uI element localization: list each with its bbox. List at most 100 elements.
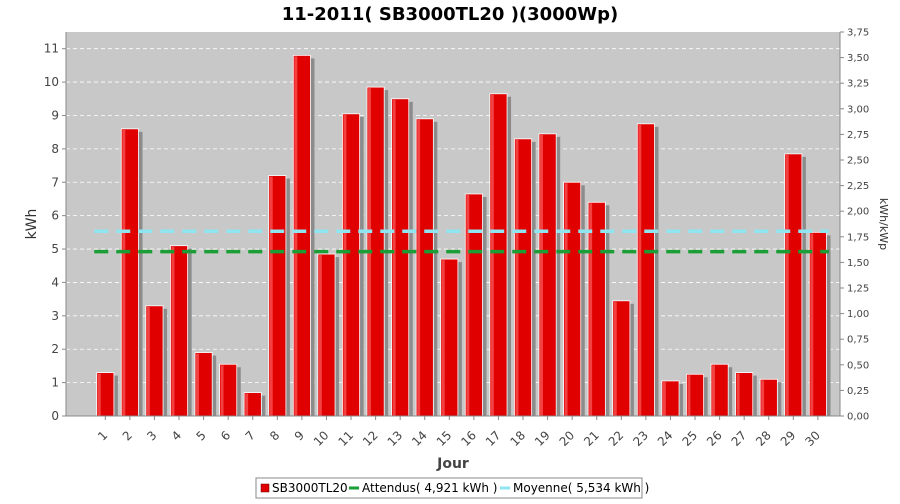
bar-highlight	[712, 365, 715, 416]
x-tick-label: 15	[434, 428, 455, 449]
y-axis-label: kWh	[24, 209, 40, 240]
x-tick-label: 17	[483, 428, 504, 449]
x-tick-label: 28	[753, 428, 774, 449]
x-tick-label: 2	[120, 428, 135, 443]
y-right-tick-label: 1,75	[847, 232, 869, 243]
y-tick-label: 7	[51, 175, 59, 189]
x-tick-label: 18	[507, 428, 528, 449]
bar-highlight	[466, 194, 470, 416]
bar-highlight	[269, 176, 273, 416]
y-right-tick-label: 0,50	[847, 360, 869, 371]
x-tick-label: 22	[606, 428, 627, 449]
legend-label-attendus: Attendus( 4,921 kWh )	[362, 481, 497, 495]
x-tick-label: 19	[532, 428, 553, 449]
y-right-tick-label: 0,75	[847, 335, 869, 346]
bars	[96, 54, 831, 417]
y-tick-label: 4	[51, 275, 59, 289]
y-right-tick-label: 0,25	[847, 386, 869, 397]
y-tick-label: 5	[51, 242, 59, 256]
x-tick-label: 26	[704, 428, 725, 449]
bar-highlight	[196, 353, 199, 416]
y-right-tick-label: 3,25	[847, 79, 869, 90]
x-tick-label: 4	[169, 428, 184, 443]
x-tick-label: 21	[581, 428, 602, 449]
bar-highlight	[122, 129, 126, 416]
y-right-tick-label: 1,50	[847, 258, 869, 269]
y-tick-label: 3	[51, 309, 59, 323]
y-right-tick-label: 1,25	[847, 284, 869, 295]
y-right-tick-label: 2,75	[847, 130, 869, 141]
y-tick-label: 9	[51, 108, 59, 122]
bar-highlight	[220, 365, 224, 416]
y-tick-label: 6	[51, 209, 59, 223]
bar-highlight	[736, 373, 740, 416]
y-tick-label: 1	[51, 376, 59, 390]
bar-highlight	[318, 255, 322, 416]
legend-label-moyenne: Moyenne( 5,534 kWh )	[513, 481, 649, 495]
y-tick-label: 8	[51, 142, 59, 156]
bar-highlight	[662, 381, 666, 416]
y-right-tick-label: 2,00	[847, 207, 869, 218]
x-tick-label: 8	[267, 428, 282, 443]
x-tick-label: 5	[193, 428, 208, 443]
bar-highlight	[589, 203, 593, 416]
y-right-tick-label: 2,50	[847, 156, 869, 167]
bar-highlight	[638, 124, 642, 417]
legend: SB3000TL20 Attendus( 4,921 kWh ) Moyenne…	[255, 477, 649, 499]
x-tick-label: 10	[311, 428, 332, 449]
x-tick-label: 24	[655, 428, 676, 449]
bar-highlight	[417, 119, 421, 417]
x-tick-label: 7	[243, 428, 258, 443]
bar-highlight	[540, 134, 543, 416]
bar-highlight	[171, 246, 175, 416]
bar-highlight	[294, 56, 298, 417]
x-tick-label: 9	[292, 428, 307, 443]
x-tick-label: 11	[335, 428, 356, 449]
bar-highlight	[146, 306, 150, 416]
y-right-tick-label: 1,00	[847, 309, 869, 320]
y-right-tick-label: 0,00	[847, 412, 869, 423]
legend-box	[255, 477, 643, 499]
x-tick-label: 3	[144, 428, 159, 443]
bar-highlight	[761, 380, 765, 416]
bar-highlight	[392, 99, 396, 417]
x-tick-label: 14	[409, 428, 430, 449]
bar-highlight	[613, 301, 617, 416]
x-tick-label: 6	[218, 428, 233, 443]
bar-highlight	[343, 114, 347, 417]
y-right-tick-label: 2,25	[847, 181, 869, 192]
x-tick-label: 27	[729, 428, 750, 449]
x-tick-label: 25	[679, 428, 700, 449]
legend-label-series: SB3000TL20	[272, 481, 348, 495]
x-tick-label: 12	[360, 428, 381, 449]
x-tick-label: 13	[385, 428, 406, 449]
y-right-tick-label: 3,50	[847, 53, 869, 64]
x-tick-label: 16	[458, 428, 479, 449]
axes: 012345678910110,000,250,500,751,001,251,…	[44, 28, 870, 449]
y-tick-label: 11	[44, 42, 59, 56]
bar-highlight	[564, 183, 568, 416]
x-axis-label: Jour	[436, 456, 469, 472]
x-tick-label: 1	[95, 428, 110, 443]
bar-highlight	[515, 139, 519, 416]
bar-highlight	[97, 373, 101, 416]
y-axis-right-label: kWh/kWp	[877, 198, 890, 250]
legend-swatch-bar	[260, 483, 270, 493]
x-tick-label: 29	[778, 428, 799, 449]
y-tick-label: 0	[51, 409, 59, 423]
bar-highlight	[810, 233, 814, 416]
reference-lines	[94, 229, 829, 254]
bar-highlight	[490, 94, 494, 416]
bar-highlight	[441, 260, 445, 416]
bar-highlight	[687, 375, 691, 416]
x-tick-label: 20	[557, 428, 578, 449]
bar-highlight	[245, 393, 249, 416]
x-tick-label: 30	[802, 428, 823, 449]
y-tick-label: 10	[44, 75, 59, 89]
bar-highlight	[785, 154, 789, 416]
x-tick-label: 23	[630, 428, 651, 449]
y-tick-label: 2	[51, 342, 59, 356]
chart-title: 11-2011( SB3000TL20 )(3000Wp)	[282, 4, 618, 25]
